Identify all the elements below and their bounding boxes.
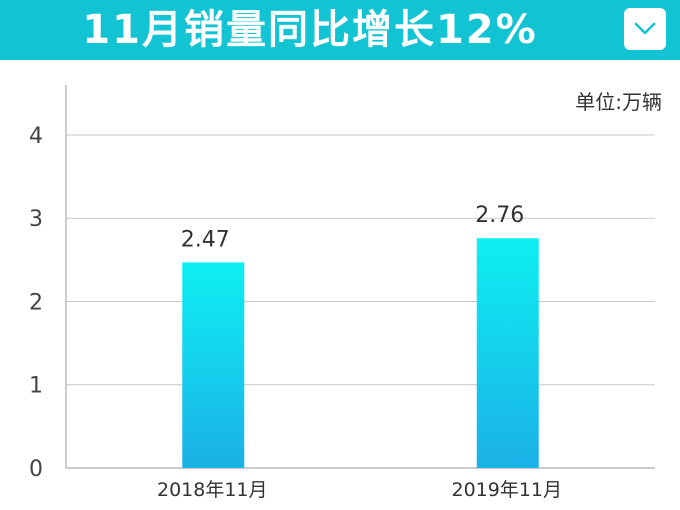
x-tick-label: 2019年11月: [451, 479, 562, 501]
axes: [65, 85, 655, 469]
y-tick-label: 4: [29, 124, 43, 149]
y-tick-label: 3: [29, 207, 43, 232]
x-axis-ticks: 2018年11月 2019年11月: [157, 479, 562, 501]
data-labels: 2.47 2.76: [181, 203, 524, 252]
y-tick-label: 0: [29, 457, 43, 482]
bar: [476, 238, 539, 468]
y-axis-ticks: 0 1 2 3 4: [29, 124, 43, 482]
gridlines: [66, 134, 655, 386]
bar: [182, 262, 245, 468]
data-label: 2.76: [475, 203, 524, 228]
y-tick-label: 2: [29, 290, 43, 315]
x-tick-label: 2018年11月: [157, 479, 268, 501]
bars: [182, 238, 539, 468]
chart-title: 11月销量同比增长12%: [82, 7, 538, 53]
title-banner: 11月销量同比增长12%: [0, 0, 680, 60]
y-tick-label: 1: [29, 374, 43, 399]
dropdown-button[interactable]: [624, 8, 666, 50]
data-label: 2.47: [181, 227, 230, 252]
unit-label: 单位:万辆: [575, 90, 662, 114]
chevron-down-icon: [634, 22, 656, 35]
